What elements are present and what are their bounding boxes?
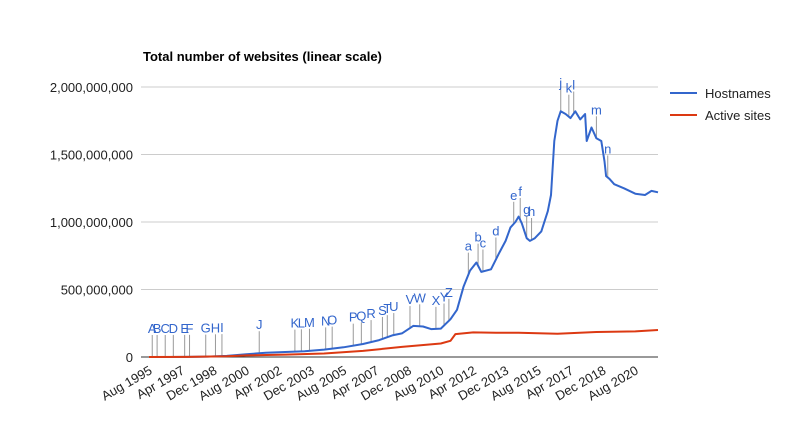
annotation-label: R: [366, 306, 375, 321]
annotation-label: B: [153, 321, 162, 336]
annotation-label: P: [349, 310, 358, 325]
annotation-label: d: [492, 224, 499, 239]
annotation-label: m: [591, 102, 602, 117]
annotation-label: a: [465, 239, 473, 254]
series-lines: [148, 110, 659, 358]
annotation-label: c: [480, 236, 487, 251]
annotation-label: e: [510, 188, 517, 203]
y-tick-label: 2,000,000,000: [50, 80, 133, 95]
annotation-label: H: [211, 320, 220, 335]
series-line: [148, 329, 659, 358]
annotation-label: K: [291, 316, 300, 331]
legend-label: Hostnames: [705, 86, 771, 101]
chart-title: Total number of websites (linear scale): [143, 49, 382, 64]
annotation-label: G: [201, 321, 211, 336]
annotation-label: O: [327, 313, 337, 328]
annotation-label: E: [180, 321, 189, 336]
annotation-label: b: [474, 230, 481, 245]
annotation-label: V: [406, 292, 415, 307]
annotation-label: n: [604, 141, 611, 156]
gridlines: [141, 86, 658, 358]
legend-label: Active sites: [705, 108, 771, 123]
annotation-label: T: [383, 301, 391, 316]
annotation-label: N: [321, 313, 330, 328]
annotation-label: W: [414, 290, 427, 305]
annotation-label: k: [566, 81, 573, 96]
y-tick-label: 1,500,000,000: [50, 148, 133, 163]
annotation-label: X: [432, 293, 441, 308]
annotation-label: f: [518, 184, 522, 199]
annotation-label: Z: [445, 285, 453, 300]
y-axis-ticks: 0 500,000,000 1,000,000,000 1,500,000,000 2,…: [50, 80, 133, 365]
annotation-label: S: [378, 303, 387, 318]
series-line: [149, 110, 659, 358]
annotation-label: g: [523, 202, 530, 217]
annotation-label: D: [169, 321, 178, 336]
annotation-label: l: [572, 78, 575, 93]
annotation-label: M: [304, 315, 315, 330]
annotation-label: I: [220, 320, 224, 335]
y-tick-label: 0: [126, 350, 133, 365]
annotation-label: U: [389, 299, 398, 314]
annotation-label: Q: [356, 308, 366, 323]
annotation-label: L: [298, 315, 305, 330]
annotation-label: C: [161, 321, 170, 336]
annotation-label: h: [528, 204, 535, 219]
annotation-label: Y: [440, 290, 449, 305]
y-tick-label: 1,000,000,000: [50, 215, 133, 230]
annotation-label: F: [186, 321, 194, 336]
legend: Hostnames Active sites: [670, 86, 771, 123]
annotation-label: J: [256, 317, 263, 332]
y-tick-label: 500,000,000: [61, 283, 133, 298]
annotation-label: j: [558, 75, 562, 90]
annotation-label: A: [148, 321, 157, 336]
